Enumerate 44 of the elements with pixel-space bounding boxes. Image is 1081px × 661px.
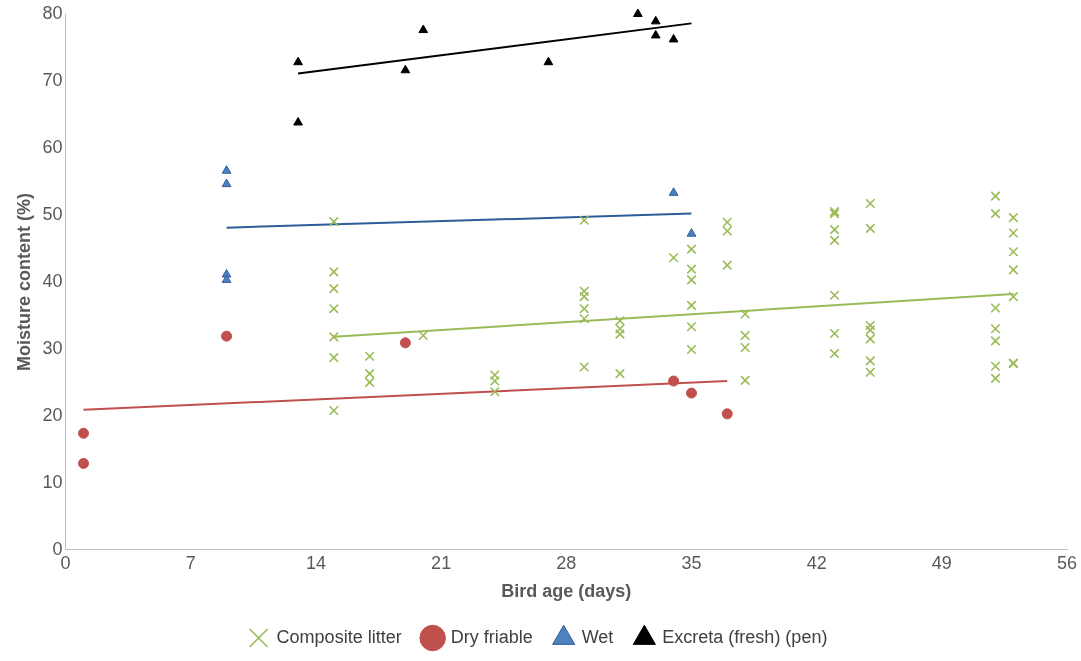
legend-label: Dry friable bbox=[450, 626, 533, 647]
point bbox=[633, 8, 643, 17]
point bbox=[650, 15, 661, 25]
y-axis-title: Moisture content (%) bbox=[13, 192, 34, 371]
x-tick-label: 49 bbox=[931, 552, 952, 573]
x-tick-label: 14 bbox=[305, 552, 326, 573]
y-tick-label: 60 bbox=[42, 136, 63, 157]
legend-label: Excreta (fresh) (pen) bbox=[662, 626, 828, 647]
legend-label: Composite litter bbox=[276, 626, 402, 647]
y-tick-label: 40 bbox=[42, 270, 63, 291]
x-tick-label: 42 bbox=[806, 552, 827, 573]
point bbox=[221, 330, 233, 342]
legend-label: Wet bbox=[581, 626, 614, 647]
y-tick-label: 0 bbox=[52, 538, 63, 559]
y-tick-label: 10 bbox=[42, 471, 63, 492]
point bbox=[293, 117, 303, 126]
point bbox=[543, 56, 554, 66]
point bbox=[721, 408, 733, 420]
y-tick-label: 30 bbox=[42, 337, 63, 358]
point bbox=[399, 337, 411, 349]
point bbox=[685, 387, 697, 399]
point bbox=[668, 375, 680, 387]
point bbox=[78, 427, 89, 439]
point bbox=[686, 228, 697, 237]
x-tick-label: 21 bbox=[431, 552, 452, 573]
point bbox=[668, 187, 679, 196]
point bbox=[668, 33, 679, 43]
point bbox=[221, 165, 232, 174]
y-tick-label: 80 bbox=[42, 2, 63, 23]
point bbox=[78, 457, 89, 469]
y-tick-label: 20 bbox=[42, 404, 63, 425]
y-tick-label: 50 bbox=[42, 203, 63, 224]
point bbox=[221, 178, 232, 188]
x-tick-label: 56 bbox=[1056, 552, 1078, 573]
point bbox=[650, 29, 661, 39]
x-tick-label: 7 bbox=[185, 552, 196, 573]
x-tick-label: 35 bbox=[681, 552, 702, 573]
point bbox=[221, 274, 232, 283]
point bbox=[418, 24, 429, 34]
point bbox=[293, 56, 303, 66]
point bbox=[400, 64, 411, 74]
x-axis-title: Bird age (days) bbox=[501, 581, 632, 602]
x-tick-label: 28 bbox=[556, 552, 577, 573]
y-tick-label: 70 bbox=[42, 69, 63, 90]
